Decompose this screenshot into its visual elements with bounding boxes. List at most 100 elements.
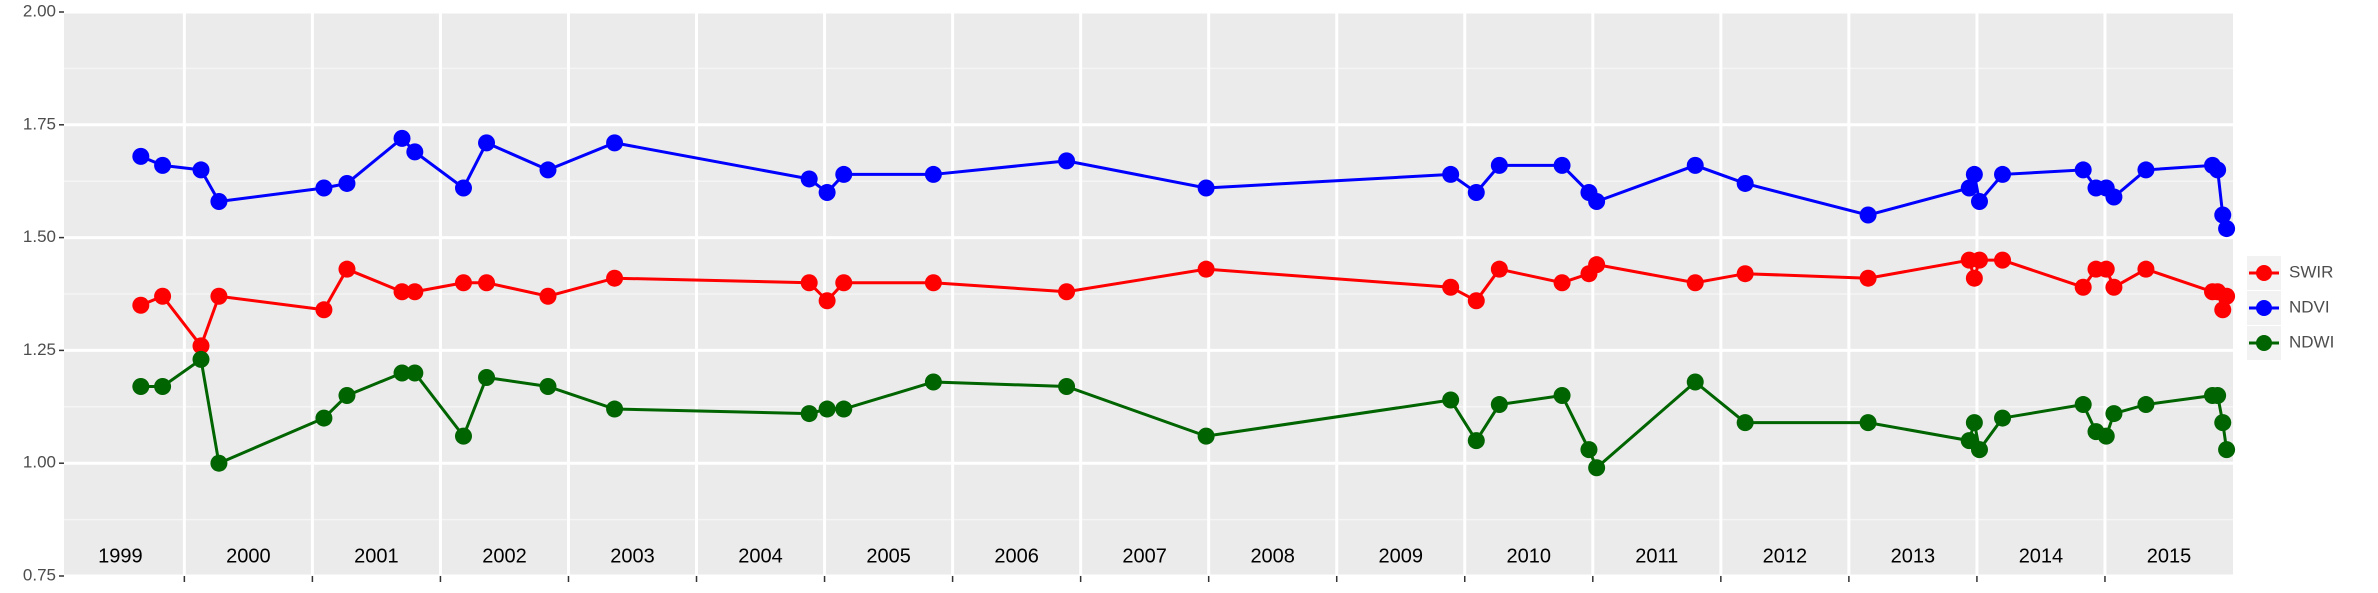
point bbox=[1058, 283, 1076, 301]
point bbox=[1442, 165, 1460, 183]
legend-label: NDWI bbox=[2289, 332, 2334, 351]
point bbox=[2214, 301, 2232, 319]
point bbox=[1197, 260, 1215, 278]
point bbox=[1490, 396, 1508, 414]
point bbox=[1994, 251, 2012, 269]
year-label: 2003 bbox=[610, 545, 655, 567]
point bbox=[478, 368, 496, 386]
point bbox=[154, 287, 172, 305]
point bbox=[539, 377, 557, 395]
point bbox=[1442, 278, 1460, 296]
y-tick-label: 2.00 bbox=[23, 1, 56, 20]
year-label: 2004 bbox=[738, 545, 783, 567]
point bbox=[1965, 414, 1983, 432]
point bbox=[1058, 152, 1076, 170]
point bbox=[406, 143, 424, 161]
point bbox=[1058, 377, 1076, 395]
point bbox=[1960, 179, 1978, 197]
point bbox=[1970, 251, 1988, 269]
point bbox=[1736, 265, 1754, 283]
point bbox=[478, 134, 496, 152]
point bbox=[315, 409, 333, 427]
point bbox=[192, 337, 210, 355]
point bbox=[2105, 188, 2123, 206]
point bbox=[338, 260, 356, 278]
point bbox=[2097, 260, 2115, 278]
point bbox=[393, 283, 411, 301]
point bbox=[1686, 274, 1704, 292]
point bbox=[210, 287, 228, 305]
point bbox=[1970, 441, 1988, 459]
point bbox=[2218, 441, 2236, 459]
y-tick-label: 1.50 bbox=[23, 227, 56, 246]
point bbox=[1859, 414, 1877, 432]
point bbox=[2074, 396, 2092, 414]
point bbox=[2218, 287, 2236, 305]
point bbox=[2209, 161, 2227, 179]
point bbox=[1490, 156, 1508, 174]
point bbox=[1553, 156, 1571, 174]
point bbox=[154, 377, 172, 395]
legend-point bbox=[2256, 335, 2272, 351]
point bbox=[454, 179, 472, 197]
point bbox=[1965, 269, 1983, 287]
point bbox=[1197, 179, 1215, 197]
y-tick-label: 0.75 bbox=[23, 565, 56, 584]
point bbox=[606, 134, 624, 152]
point bbox=[1442, 391, 1460, 409]
year-label: 1999 bbox=[98, 545, 143, 567]
point bbox=[1994, 409, 2012, 427]
point bbox=[1686, 373, 1704, 391]
point bbox=[924, 373, 942, 391]
point bbox=[1994, 165, 2012, 183]
point bbox=[2137, 260, 2155, 278]
point bbox=[1588, 193, 1606, 211]
year-label: 2012 bbox=[1763, 545, 1808, 567]
point bbox=[1588, 256, 1606, 274]
point bbox=[1965, 165, 1983, 183]
point bbox=[393, 129, 411, 147]
point bbox=[1580, 441, 1598, 459]
year-label: 2002 bbox=[482, 545, 527, 567]
point bbox=[132, 147, 150, 165]
year-label: 2006 bbox=[994, 545, 1039, 567]
point bbox=[1588, 459, 1606, 477]
point bbox=[210, 193, 228, 211]
point bbox=[818, 400, 836, 418]
point bbox=[192, 161, 210, 179]
point bbox=[1490, 260, 1508, 278]
point bbox=[539, 287, 557, 305]
year-label: 2015 bbox=[2147, 545, 2192, 567]
point bbox=[315, 179, 333, 197]
point bbox=[454, 427, 472, 445]
point bbox=[835, 400, 853, 418]
point bbox=[1859, 269, 1877, 287]
point bbox=[818, 292, 836, 310]
point bbox=[835, 165, 853, 183]
point bbox=[478, 274, 496, 292]
point bbox=[1736, 174, 1754, 192]
point bbox=[2074, 278, 2092, 296]
point bbox=[2074, 161, 2092, 179]
point bbox=[154, 156, 172, 174]
point bbox=[818, 183, 836, 201]
y-tick-label: 1.00 bbox=[23, 453, 56, 472]
point bbox=[1467, 183, 1485, 201]
legend-point bbox=[2256, 265, 2272, 281]
point bbox=[2218, 220, 2236, 238]
point bbox=[406, 283, 424, 301]
point bbox=[800, 274, 818, 292]
year-label: 2000 bbox=[226, 545, 271, 567]
year-label: 2007 bbox=[1122, 545, 1167, 567]
year-label: 2008 bbox=[1250, 545, 1295, 567]
point bbox=[2097, 427, 2115, 445]
point bbox=[2105, 278, 2123, 296]
year-label: 2009 bbox=[1378, 545, 1423, 567]
point bbox=[1859, 206, 1877, 224]
legend-label: SWIR bbox=[2289, 262, 2333, 281]
point bbox=[1553, 274, 1571, 292]
point bbox=[800, 170, 818, 188]
y-tick-label: 1.25 bbox=[23, 340, 56, 359]
point bbox=[2214, 206, 2232, 224]
point bbox=[835, 274, 853, 292]
